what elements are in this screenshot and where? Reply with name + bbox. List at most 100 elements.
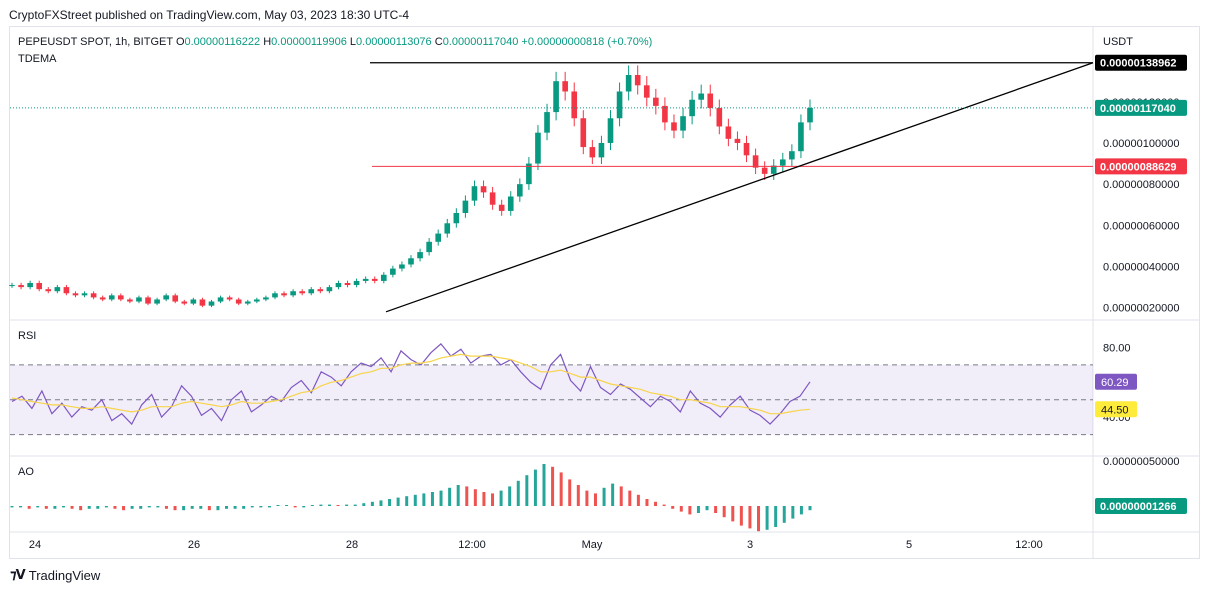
time-tick-label: 5 (906, 539, 912, 551)
candle-body (108, 295, 115, 300)
symbol-name[interactable]: PEPEUSDT SPOT, 1h, BITGET (18, 36, 173, 48)
ao-bar (585, 490, 589, 506)
ao-bar (370, 501, 374, 506)
ao-badge (1095, 498, 1187, 514)
rsi-badge (1095, 373, 1137, 390)
ao-bar (688, 506, 692, 515)
rsi-pane-title[interactable]: RSI (18, 330, 37, 342)
candle-body (72, 293, 79, 296)
candle-body (507, 196, 514, 211)
symbol-legend: PEPEUSDT SPOT, 1h, BITGET O0.00000116222… (18, 36, 652, 48)
ao-bar (353, 504, 357, 506)
tradingview-footer[interactable]: ⁊V TradingView (10, 568, 100, 583)
candle-body (90, 293, 97, 298)
ao-bar (293, 506, 297, 508)
ao-bar (765, 506, 769, 530)
ao-bar (508, 486, 512, 506)
candle-body (779, 159, 786, 166)
ao-bar (199, 506, 203, 509)
ao-bar (36, 506, 40, 508)
ao-bar (739, 506, 743, 526)
ao-bar (439, 490, 443, 506)
price-tick-label: 0.00000100000 (1103, 138, 1179, 150)
candle-body (326, 287, 333, 292)
high-value: 0.00000119906 (271, 36, 347, 48)
price-badge-label: 0.00000138962 (1100, 58, 1176, 70)
ao-bar (27, 506, 31, 509)
candle-body (235, 299, 242, 304)
ao-bar (104, 506, 108, 508)
candle-body (81, 293, 88, 296)
candle-body (680, 116, 686, 131)
close-label: C (434, 36, 443, 48)
ao-bar (190, 506, 194, 509)
ao-bar (551, 466, 555, 506)
ao-bar (662, 504, 666, 506)
ao-bar (259, 506, 263, 508)
ao-bar (182, 506, 186, 511)
ao-bar (628, 490, 632, 506)
ao-bar (413, 494, 417, 506)
ao-bar (602, 487, 606, 506)
time-tick-label: 3 (747, 539, 753, 551)
ao-bar (671, 506, 675, 509)
candle-body (544, 112, 550, 133)
ao-bar (799, 506, 803, 515)
ao-bar (276, 505, 280, 506)
ao-bar (113, 506, 117, 509)
ao-bar (430, 492, 434, 506)
ao-bar (87, 506, 91, 509)
ao-bar (791, 506, 795, 519)
candle-body (217, 297, 224, 302)
candle-body (789, 151, 795, 160)
indicator-label[interactable]: TDEMA (18, 53, 57, 65)
ao-bar (714, 506, 718, 513)
candle-body (526, 163, 532, 185)
ao-bar (568, 479, 572, 506)
candle-body (453, 212, 460, 224)
ao-bar (233, 506, 237, 509)
candle-body (127, 299, 133, 302)
ao-bar (44, 506, 48, 509)
open-label: O (175, 36, 185, 48)
ao-bar (542, 464, 546, 506)
ao-bar (645, 499, 649, 506)
brand-label: TradingView (28, 568, 101, 583)
ao-bar (396, 497, 400, 506)
candle-body (299, 291, 305, 294)
candle-body (199, 299, 206, 306)
price-badge-label: 0.00000088629 (1100, 161, 1176, 173)
candle-body (272, 293, 278, 298)
candle-body (462, 200, 469, 213)
candle-body (290, 291, 296, 296)
candle-body (154, 299, 160, 304)
ao-bar (207, 506, 211, 511)
ao-bar (636, 494, 640, 506)
candle-body (254, 299, 260, 302)
ao-bar (499, 490, 503, 506)
candle-body (118, 295, 124, 300)
ao-badge-label: 0.00000001266 (1100, 501, 1176, 513)
ao-tick-label: 0.00000050000 (1103, 456, 1179, 468)
rsi-badge-label: 60.29 (1101, 377, 1129, 389)
candle-body (707, 93, 714, 108)
candle-body (698, 93, 704, 100)
candle-body (616, 91, 623, 119)
candle-body (317, 289, 324, 292)
candle-body (743, 142, 750, 156)
chart-frame (9, 26, 1200, 559)
ao-bar (731, 506, 735, 522)
price-badge (1095, 158, 1187, 175)
ao-bar (379, 500, 383, 506)
ao-bar (473, 489, 477, 506)
publisher-caption: CryptoFXStreet published on TradingView.… (9, 8, 409, 22)
ao-bar (654, 501, 658, 506)
candle-body (208, 301, 215, 306)
candle-body (136, 297, 142, 302)
candle-body (571, 91, 578, 119)
candle-body (653, 97, 659, 106)
ao-pane-title[interactable]: AO (18, 466, 34, 478)
ao-bar (10, 506, 14, 508)
candle-body (562, 81, 568, 92)
